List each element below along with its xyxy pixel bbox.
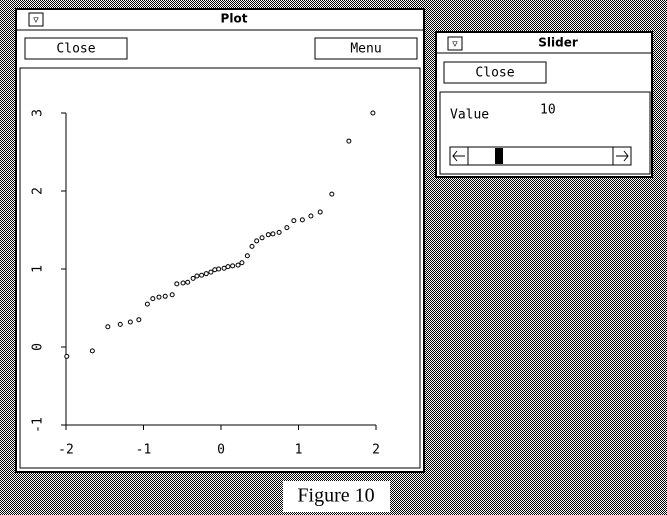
menu-button-label[interactable]: Menu xyxy=(350,42,381,57)
close-button[interactable] xyxy=(443,61,547,84)
point xyxy=(254,238,260,244)
x-tick-label: -1 xyxy=(136,443,152,458)
point xyxy=(127,319,133,325)
point xyxy=(244,253,250,259)
point xyxy=(308,213,314,219)
point xyxy=(208,269,214,275)
point xyxy=(299,217,305,223)
slider-window: ▽ Slider Close Value 10 xyxy=(435,31,653,178)
point xyxy=(150,296,156,302)
slider-label: Value xyxy=(450,108,489,123)
point xyxy=(156,294,162,300)
x-tick-label: 2 xyxy=(372,443,380,458)
slider-thumb[interactable] xyxy=(495,148,503,164)
point xyxy=(194,273,200,279)
slider-value: 10 xyxy=(540,103,556,118)
x-tick-label: 0 xyxy=(217,443,225,458)
y-tick-label: 3 xyxy=(31,109,46,117)
point xyxy=(190,275,196,281)
y-tick-label: 0 xyxy=(31,343,46,351)
point xyxy=(284,225,290,231)
point xyxy=(117,321,123,327)
point xyxy=(249,243,255,249)
point xyxy=(317,209,323,215)
point xyxy=(174,281,180,287)
point xyxy=(259,235,265,241)
point xyxy=(203,271,209,277)
point xyxy=(230,263,236,269)
point xyxy=(64,353,70,359)
y-tick-label: -1 xyxy=(31,417,46,433)
point xyxy=(239,260,245,266)
icon-glyph: ▽ xyxy=(452,40,458,50)
point xyxy=(276,229,282,235)
point xyxy=(270,231,276,237)
menu-button[interactable] xyxy=(314,37,418,60)
icon-glyph: ▽ xyxy=(33,16,39,26)
arrow-glyph xyxy=(452,150,465,162)
point xyxy=(180,280,186,286)
point xyxy=(346,138,352,144)
point xyxy=(199,272,205,278)
window-menu-icon[interactable] xyxy=(447,36,463,51)
point xyxy=(169,292,175,298)
close-button-label[interactable]: Close xyxy=(475,66,514,81)
caption-box xyxy=(283,481,390,512)
slider-track[interactable] xyxy=(449,146,632,166)
close-button[interactable] xyxy=(24,37,128,60)
window-menu-icon[interactable] xyxy=(28,12,44,27)
point xyxy=(136,317,142,323)
x-tick-label: 1 xyxy=(295,443,303,458)
window-title: Slider xyxy=(538,36,578,50)
point xyxy=(235,262,241,268)
y-tick-label: 1 xyxy=(31,265,46,273)
point xyxy=(329,191,335,197)
point xyxy=(144,301,150,307)
point xyxy=(162,293,168,299)
plot-window: ▽ Plot Close Menu -2 -1 0 1 2 -1 0 1 2 3 xyxy=(15,8,425,473)
arrow-glyph xyxy=(616,150,629,162)
point xyxy=(216,266,222,272)
chart: -2 -1 0 1 2 -1 0 1 2 3 xyxy=(31,109,380,457)
x-tick-label: -2 xyxy=(58,443,74,458)
point xyxy=(89,348,95,354)
close-button-label[interactable]: Close xyxy=(56,42,95,57)
window-title: Plot xyxy=(221,12,248,26)
point xyxy=(291,218,297,224)
point xyxy=(225,264,231,270)
caption: Figure 10 xyxy=(297,485,374,507)
point xyxy=(265,232,271,238)
point xyxy=(105,324,111,330)
point xyxy=(370,110,376,116)
point xyxy=(185,279,191,285)
point xyxy=(212,267,218,273)
y-tick-label: 2 xyxy=(31,187,46,195)
